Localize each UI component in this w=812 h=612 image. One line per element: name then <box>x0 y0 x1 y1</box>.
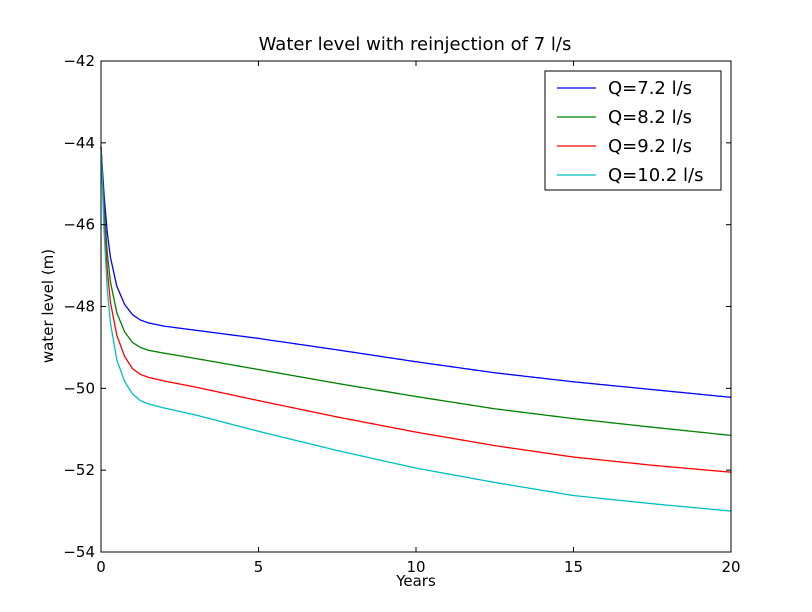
y-tick-label-6: −42 <box>63 52 95 70</box>
legend-label-1: Q=8.2 l/s <box>608 107 692 128</box>
y-tick-label-4: −46 <box>63 216 95 234</box>
y-axis-label: water level (m) <box>39 249 57 363</box>
y-tick-label-1: −52 <box>63 461 95 479</box>
legend-label-0: Q=7.2 l/s <box>608 78 692 99</box>
x-tick-label-0: 0 <box>96 558 106 576</box>
y-tick-label-3: −48 <box>63 298 95 316</box>
x-tick-label-3: 15 <box>564 558 583 576</box>
x-tick-label-1: 5 <box>254 558 264 576</box>
ticks-layer: 0 5 10 15 20 −54 −52 −50 −48 −46 −44 −42 <box>63 52 740 576</box>
x-tick-label-4: 20 <box>721 558 740 576</box>
x-axis-label: Years <box>395 572 436 590</box>
legend-label-3: Q=10.2 l/s <box>608 165 704 186</box>
y-tick-label-0: −54 <box>63 543 95 561</box>
legend-label-2: Q=9.2 l/s <box>608 136 692 157</box>
series-line-3 <box>100 146 732 512</box>
y-tick-label-2: −50 <box>63 379 95 397</box>
chart-title: Water level with reinjection of 7 l/s <box>259 34 572 55</box>
series-line-1 <box>100 146 732 437</box>
x-tick-label-2: 10 <box>406 558 425 576</box>
legend-box <box>544 70 722 191</box>
series-line-2 <box>100 146 732 473</box>
series-layer <box>100 146 732 512</box>
series-line-0 <box>100 146 732 398</box>
y-tick-label-5: −44 <box>63 134 95 152</box>
legend: Q=7.2 l/s Q=8.2 l/s Q=9.2 l/s Q=10.2 l/s <box>544 70 722 191</box>
